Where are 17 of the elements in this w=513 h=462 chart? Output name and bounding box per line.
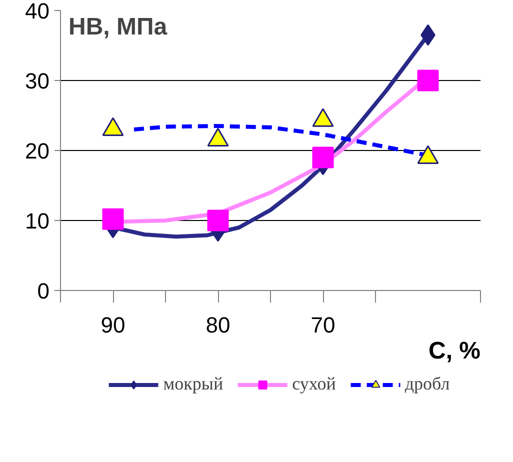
point: [207, 210, 229, 232]
y-tick-label: 40: [25, 0, 50, 24]
y-axis-title: HB, МПа: [68, 14, 168, 40]
x-axis-title: C, %: [428, 338, 481, 364]
y-tick-label: 20: [25, 138, 50, 164]
x-tick-label: 70: [310, 312, 336, 338]
y-tick-label: 0: [37, 278, 50, 304]
x-tick-label: 80: [206, 312, 230, 338]
legend-label: сухой: [292, 374, 336, 394]
x-tick-label: 90: [100, 312, 126, 338]
point: [312, 146, 334, 168]
legend-label: мокрый: [163, 374, 224, 394]
legend-label: дробл: [404, 374, 450, 394]
y-tick-label: 10: [25, 208, 50, 234]
point: [417, 70, 439, 92]
point: [102, 208, 124, 230]
y-tick-label: 30: [25, 68, 50, 94]
